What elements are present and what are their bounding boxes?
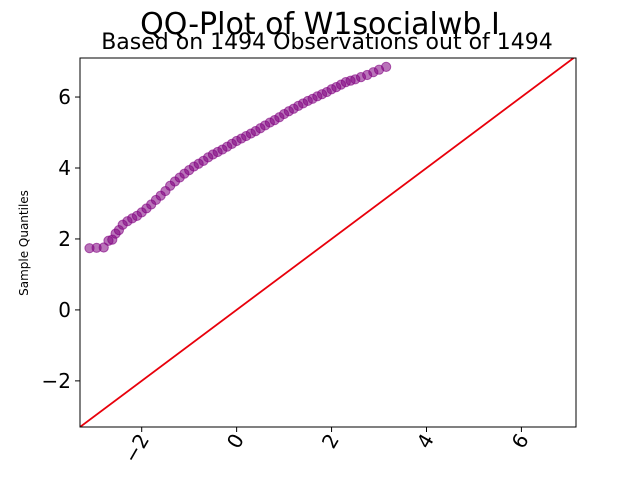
plot-area <box>80 58 576 427</box>
y-axis-ticks: −2 0 2 4 6 <box>42 85 80 393</box>
y-tick-label: 4 <box>58 156 71 180</box>
x-tick-label: 6 <box>507 430 534 453</box>
data-point <box>381 61 392 72</box>
x-tick-label: 0 <box>222 430 249 453</box>
y-axis-label: Sample Quantiles <box>17 190 31 296</box>
y-tick-label: 0 <box>58 298 71 322</box>
x-axis-ticks: −2 0 2 4 6 <box>119 427 534 467</box>
chart-title: QQ-Plot of W1socialwb I <box>140 7 500 42</box>
y-tick-label: 6 <box>58 85 71 109</box>
chart-subtitle: Based on 1494 Observations out of 1494 <box>101 30 553 55</box>
plot-frame <box>79 57 577 428</box>
y-tick-label: 2 <box>58 227 71 251</box>
y-tick-label: −2 <box>42 369 71 393</box>
x-tick-label: 2 <box>317 430 344 453</box>
reference-line <box>80 58 576 427</box>
x-tick-label: −2 <box>119 430 155 468</box>
x-tick-label: 4 <box>412 430 439 453</box>
